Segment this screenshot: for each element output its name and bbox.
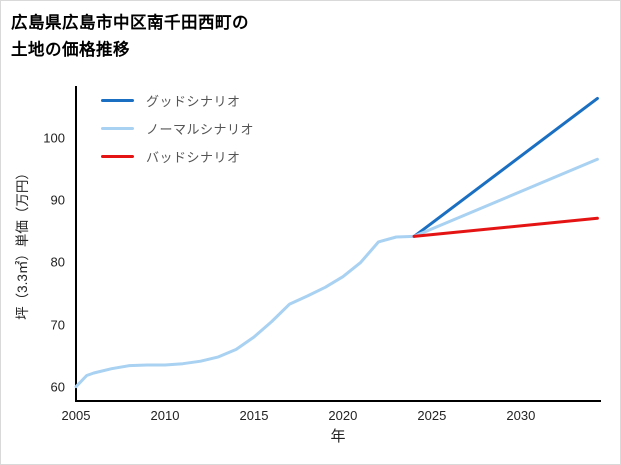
legend-label: ノーマルシナリオ: [146, 122, 255, 137]
legend: グッドシナリオ ノーマルシナリオ バッドシナリオ: [101, 92, 254, 165]
legend-item-bad: バッドシナリオ: [101, 148, 254, 165]
series-line-good: [412, 96, 599, 238]
legend-item-normal: ノーマルシナリオ: [101, 120, 254, 137]
legend-swatch-good: [101, 99, 134, 102]
legend-label: グッドシナリオ: [146, 94, 241, 109]
chart-title-line2: 土地の価格推移: [11, 41, 130, 60]
legend-label: バッドシナリオ: [146, 150, 241, 165]
x-axis-label: 年: [330, 428, 346, 445]
series-line-historical: [74, 234, 416, 389]
legend-swatch-normal: [101, 127, 134, 130]
y-axis-label: 坪（3.3㎡）単価（万円）: [15, 166, 30, 320]
chart-title-line1: 広島県広島市中区南千田西町の: [11, 14, 249, 32]
legend-swatch-bad: [101, 155, 134, 158]
series-line-bad: [412, 216, 599, 238]
series-line-normal: [412, 157, 599, 238]
chart-title: 広島県広島市中区南千田西町の 土地の価格推移: [11, 10, 249, 64]
legend-item-good: グッドシナリオ: [101, 92, 254, 109]
